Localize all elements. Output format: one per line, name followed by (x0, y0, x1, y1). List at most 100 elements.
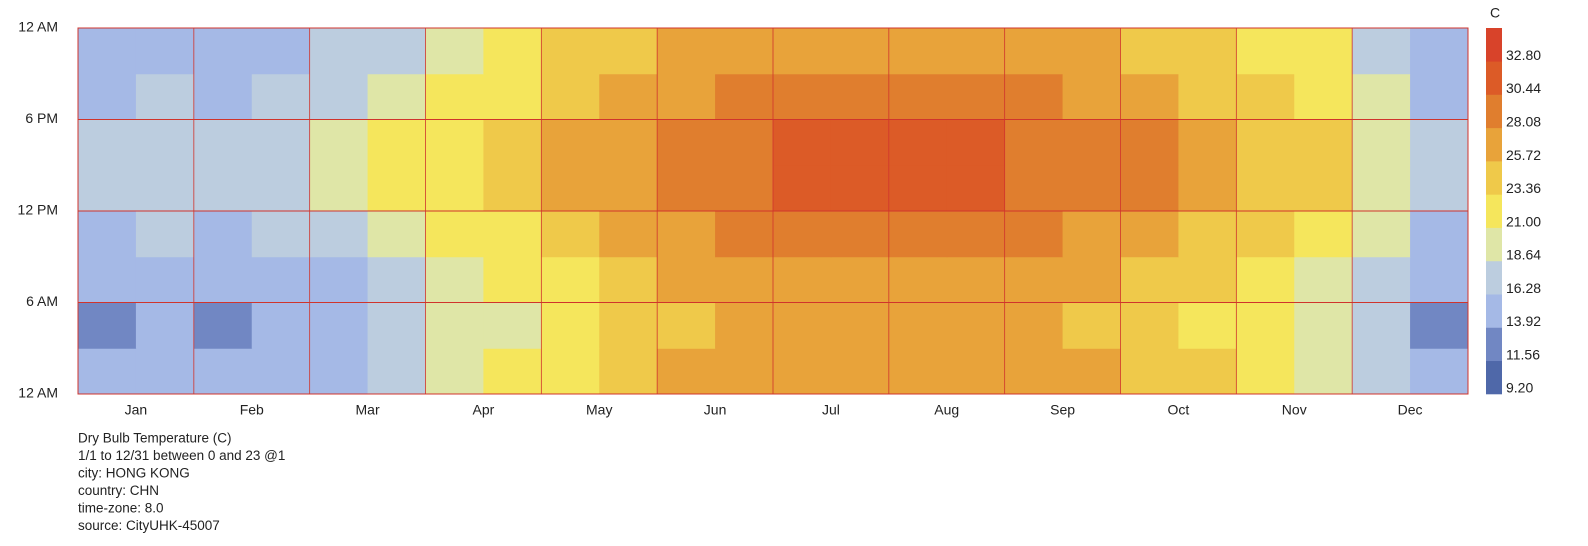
heat-cell (367, 256, 426, 303)
heat-cell (1294, 256, 1353, 303)
heat-cell (946, 165, 1006, 212)
heat-cell (715, 256, 774, 303)
legend-tick-label: 32.80 (1506, 47, 1541, 63)
heat-cell (78, 348, 137, 395)
heat-cell (251, 348, 311, 395)
legend-swatch (1486, 28, 1502, 62)
x-tick-label: Jun (704, 402, 727, 418)
legend-tick-label: 21.00 (1506, 213, 1541, 229)
legend-tick-label: 16.28 (1506, 280, 1541, 296)
heat-cell (830, 256, 890, 303)
heat-cell (888, 302, 948, 349)
heat-cell (599, 73, 658, 120)
legend-tick-label: 11.56 (1506, 346, 1540, 362)
heat-cell (193, 211, 253, 258)
heat-cell (715, 28, 774, 75)
y-tick-label: 12 AM (18, 385, 58, 401)
heat-cell (135, 28, 195, 75)
heat-cell (1004, 348, 1064, 395)
heat-cell (425, 302, 484, 349)
heat-cell (483, 302, 542, 349)
heat-cell (251, 73, 311, 120)
heat-cell (1410, 119, 1469, 166)
legend-swatch (1486, 294, 1502, 328)
legend-swatch (1486, 260, 1502, 295)
heat-cell (541, 211, 600, 258)
heat-cell (657, 211, 716, 258)
heat-cell (367, 73, 426, 120)
heat-cell (1352, 73, 1411, 120)
legend-tick-label: 23.36 (1506, 180, 1541, 196)
heat-cell (1120, 211, 1179, 258)
heat-cell (193, 256, 253, 303)
heat-cell (1120, 28, 1179, 75)
heat-cell (1120, 302, 1179, 349)
heat-cell (1236, 302, 1295, 349)
heat-cell (483, 165, 542, 212)
heat-cell (1294, 211, 1353, 258)
heat-cell (1352, 256, 1411, 303)
heat-cell (715, 302, 774, 349)
legend-tick-label: 13.92 (1506, 313, 1541, 329)
heat-cell (483, 28, 542, 75)
heat-cell (1062, 73, 1121, 120)
heat-cell (888, 28, 948, 75)
y-tick-label: 6 PM (25, 110, 58, 126)
heat-cell (483, 211, 542, 258)
heat-cell (599, 165, 658, 212)
x-tick-label: Mar (356, 402, 380, 418)
heat-cell (773, 302, 832, 349)
heat-cell (1178, 165, 1237, 212)
heat-cell (773, 28, 832, 75)
info-line: city: HONG KONG (78, 466, 190, 481)
heat-cell (773, 119, 832, 166)
heat-cell (367, 211, 426, 258)
legend-tick-label: 18.64 (1506, 247, 1541, 263)
heat-cell (599, 119, 658, 166)
heat-cell (830, 348, 890, 395)
legend-tick-label: 28.08 (1506, 114, 1541, 130)
heat-cell (599, 302, 658, 349)
heat-cell (1410, 73, 1469, 120)
heat-cell (830, 119, 890, 166)
heat-cell (1410, 256, 1469, 303)
heat-cell (773, 256, 832, 303)
legend-swatch (1486, 194, 1502, 228)
heat-cell (599, 256, 658, 303)
heat-cell (425, 211, 484, 258)
heat-cell (193, 28, 253, 75)
info-line: country: CHN (78, 483, 159, 498)
heat-cell (78, 165, 137, 212)
y-tick-label: 12 AM (18, 19, 58, 35)
heat-cell (193, 119, 253, 166)
heat-cell (1120, 348, 1179, 395)
heat-cell (888, 211, 948, 258)
heat-cell (367, 165, 426, 212)
heat-cell (541, 165, 600, 212)
heat-cell (946, 211, 1006, 258)
legend-swatch (1486, 327, 1502, 362)
heat-cell (1004, 256, 1064, 303)
heat-cell (193, 165, 253, 212)
heat-cell (830, 73, 890, 120)
heat-cell (1410, 28, 1469, 75)
heat-cell (1236, 73, 1295, 120)
x-tick-label: Feb (240, 402, 264, 418)
heat-cell (888, 256, 948, 303)
heat-cell (1410, 302, 1469, 349)
heat-cell (1062, 256, 1121, 303)
heat-cell (599, 28, 658, 75)
heat-cell (483, 119, 542, 166)
heat-cell (135, 119, 195, 166)
x-tick-label: Apr (473, 402, 495, 418)
plot-border (77, 27, 1469, 395)
heat-cell (888, 348, 948, 395)
heat-cell (78, 28, 137, 75)
heat-cell (425, 73, 484, 120)
heat-cell (1236, 211, 1295, 258)
heat-cell (309, 256, 369, 303)
heat-cell (1410, 165, 1469, 212)
info-line: time-zone: 8.0 (78, 501, 164, 516)
legend-swatch (1486, 161, 1502, 195)
heat-cell (309, 211, 369, 258)
